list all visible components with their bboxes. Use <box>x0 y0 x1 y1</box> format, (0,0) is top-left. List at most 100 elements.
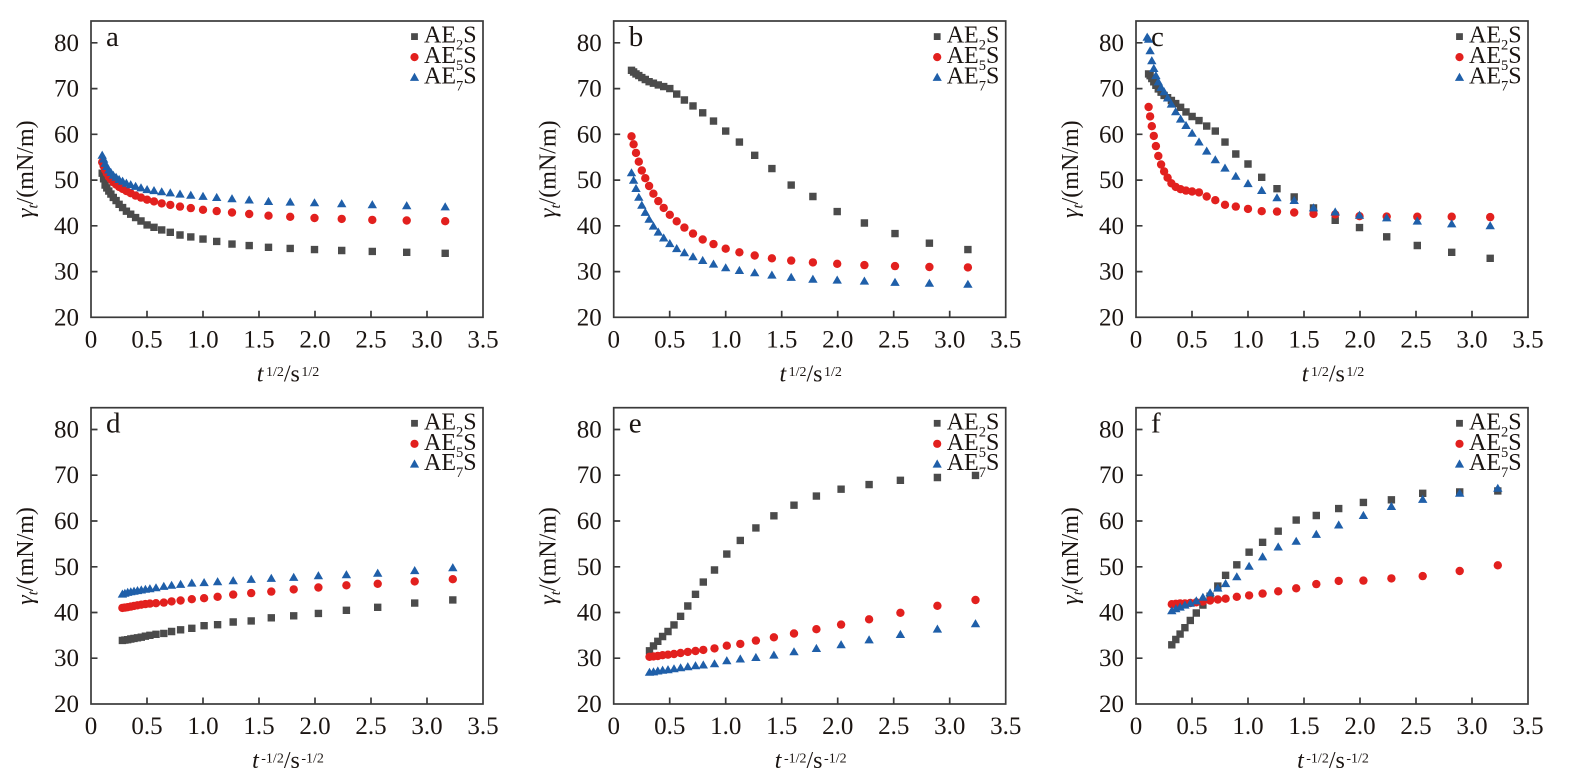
svg-text:30: 30 <box>54 645 79 672</box>
svg-text:1.5: 1.5 <box>243 326 274 353</box>
svg-text:γt/(mN/m): γt/(mN/m) <box>536 507 565 605</box>
svg-text:0.5: 0.5 <box>1176 326 1207 353</box>
svg-text:γt/(mN/m): γt/(mN/m) <box>1058 120 1087 218</box>
svg-text:t1/2/s1/2: t 1/2/s 1/2 <box>779 361 841 387</box>
svg-text:AE2S: AE2S <box>1469 409 1522 440</box>
svg-text:20: 20 <box>1099 304 1124 331</box>
svg-text:3.0: 3.0 <box>1456 713 1487 740</box>
svg-text:γt/(mN/m): γt/(mN/m) <box>1058 507 1087 605</box>
svg-text:20: 20 <box>54 691 79 718</box>
svg-text:b: b <box>629 21 644 53</box>
svg-text:30: 30 <box>54 259 79 286</box>
svg-text:40: 40 <box>577 213 602 240</box>
svg-text:2.0: 2.0 <box>299 326 330 353</box>
svg-text:AE7S: AE7S <box>424 63 477 94</box>
svg-text:70: 70 <box>1099 76 1124 103</box>
svg-text:50: 50 <box>54 554 79 581</box>
svg-text:40: 40 <box>54 213 79 240</box>
svg-text:AE2S: AE2S <box>424 23 477 54</box>
svg-text:AE5S: AE5S <box>947 43 1000 74</box>
svg-text:0.5: 0.5 <box>1176 713 1207 740</box>
svg-text:1.0: 1.0 <box>710 326 741 353</box>
svg-text:0.5: 0.5 <box>654 326 685 353</box>
svg-text:AE5S: AE5S <box>1469 43 1522 74</box>
svg-text:40: 40 <box>1099 600 1124 627</box>
svg-text:AE7S: AE7S <box>947 63 1000 94</box>
svg-text:3.0: 3.0 <box>934 713 965 740</box>
svg-text:γt/(mN/m): γt/(mN/m) <box>536 120 565 218</box>
svg-text:AE5S: AE5S <box>424 430 477 461</box>
svg-text:50: 50 <box>1099 167 1124 194</box>
svg-text:0: 0 <box>607 326 620 353</box>
svg-text:AE2S: AE2S <box>947 23 1000 54</box>
svg-text:2.5: 2.5 <box>878 326 909 353</box>
svg-text:0: 0 <box>1130 713 1143 740</box>
svg-text:1.0: 1.0 <box>1232 326 1263 353</box>
svg-text:60: 60 <box>54 508 79 535</box>
svg-text:1.0: 1.0 <box>187 326 218 353</box>
svg-text:1.5: 1.5 <box>766 713 797 740</box>
svg-text:0.5: 0.5 <box>131 326 162 353</box>
svg-text:3.5: 3.5 <box>1512 326 1543 353</box>
svg-text:AE7S: AE7S <box>424 450 477 481</box>
svg-text:t-1/2/s-1/2: t -1/2/s -1/2 <box>775 748 847 774</box>
svg-text:0.5: 0.5 <box>654 713 685 740</box>
svg-text:80: 80 <box>1099 30 1124 57</box>
svg-text:e: e <box>629 408 642 440</box>
svg-text:0: 0 <box>85 713 98 740</box>
svg-text:t1/2/s1/2: t 1/2/s 1/2 <box>257 361 319 387</box>
svg-text:60: 60 <box>1099 121 1124 148</box>
svg-text:AE2S: AE2S <box>424 409 477 440</box>
svg-text:70: 70 <box>577 76 602 103</box>
svg-text:30: 30 <box>1099 645 1124 672</box>
svg-text:2.0: 2.0 <box>1344 713 1375 740</box>
svg-text:3.0: 3.0 <box>411 713 442 740</box>
svg-text:20: 20 <box>577 691 602 718</box>
svg-text:3.0: 3.0 <box>1456 326 1487 353</box>
svg-text:20: 20 <box>577 304 602 331</box>
svg-text:70: 70 <box>54 462 79 489</box>
svg-text:30: 30 <box>577 259 602 286</box>
svg-text:2.5: 2.5 <box>878 713 909 740</box>
svg-text:AE5S: AE5S <box>1469 430 1522 461</box>
svg-text:1.5: 1.5 <box>1288 326 1319 353</box>
svg-text:3.5: 3.5 <box>467 713 498 740</box>
svg-text:0: 0 <box>85 326 98 353</box>
svg-text:60: 60 <box>577 121 602 148</box>
svg-text:80: 80 <box>1099 417 1124 444</box>
svg-text:80: 80 <box>577 417 602 444</box>
svg-text:80: 80 <box>577 30 602 57</box>
svg-text:t-1/2/s-1/2: t -1/2/s -1/2 <box>252 748 324 774</box>
svg-text:3.5: 3.5 <box>990 326 1021 353</box>
svg-text:2.5: 2.5 <box>1400 713 1431 740</box>
svg-text:0.5: 0.5 <box>131 713 162 740</box>
svg-text:80: 80 <box>54 30 79 57</box>
svg-text:t1/2/s1/2: t 1/2/s 1/2 <box>1302 361 1364 387</box>
svg-text:1.5: 1.5 <box>243 713 274 740</box>
svg-text:2.0: 2.0 <box>822 326 853 353</box>
svg-text:0: 0 <box>1130 326 1143 353</box>
svg-text:1.5: 1.5 <box>766 326 797 353</box>
svg-text:1.0: 1.0 <box>187 713 218 740</box>
svg-text:γt/(mN/m): γt/(mN/m) <box>13 120 42 218</box>
svg-text:30: 30 <box>1099 259 1124 286</box>
svg-text:AE5S: AE5S <box>947 430 1000 461</box>
svg-text:2.5: 2.5 <box>355 713 386 740</box>
svg-text:a: a <box>106 21 119 53</box>
svg-text:2.0: 2.0 <box>1344 326 1375 353</box>
svg-text:2.5: 2.5 <box>355 326 386 353</box>
svg-text:AE7S: AE7S <box>1469 450 1522 481</box>
svg-text:t-1/2/s-1/2: t -1/2/s -1/2 <box>1297 748 1369 774</box>
svg-text:1.5: 1.5 <box>1288 713 1319 740</box>
svg-text:40: 40 <box>54 600 79 627</box>
svg-text:70: 70 <box>1099 462 1124 489</box>
svg-text:AE7S: AE7S <box>1469 63 1522 94</box>
svg-text:20: 20 <box>54 304 79 331</box>
svg-text:2.0: 2.0 <box>299 713 330 740</box>
svg-text:3.5: 3.5 <box>990 713 1021 740</box>
svg-text:40: 40 <box>577 600 602 627</box>
svg-text:70: 70 <box>577 462 602 489</box>
svg-text:AE5S: AE5S <box>424 43 477 74</box>
svg-text:50: 50 <box>54 167 79 194</box>
svg-text:50: 50 <box>577 167 602 194</box>
